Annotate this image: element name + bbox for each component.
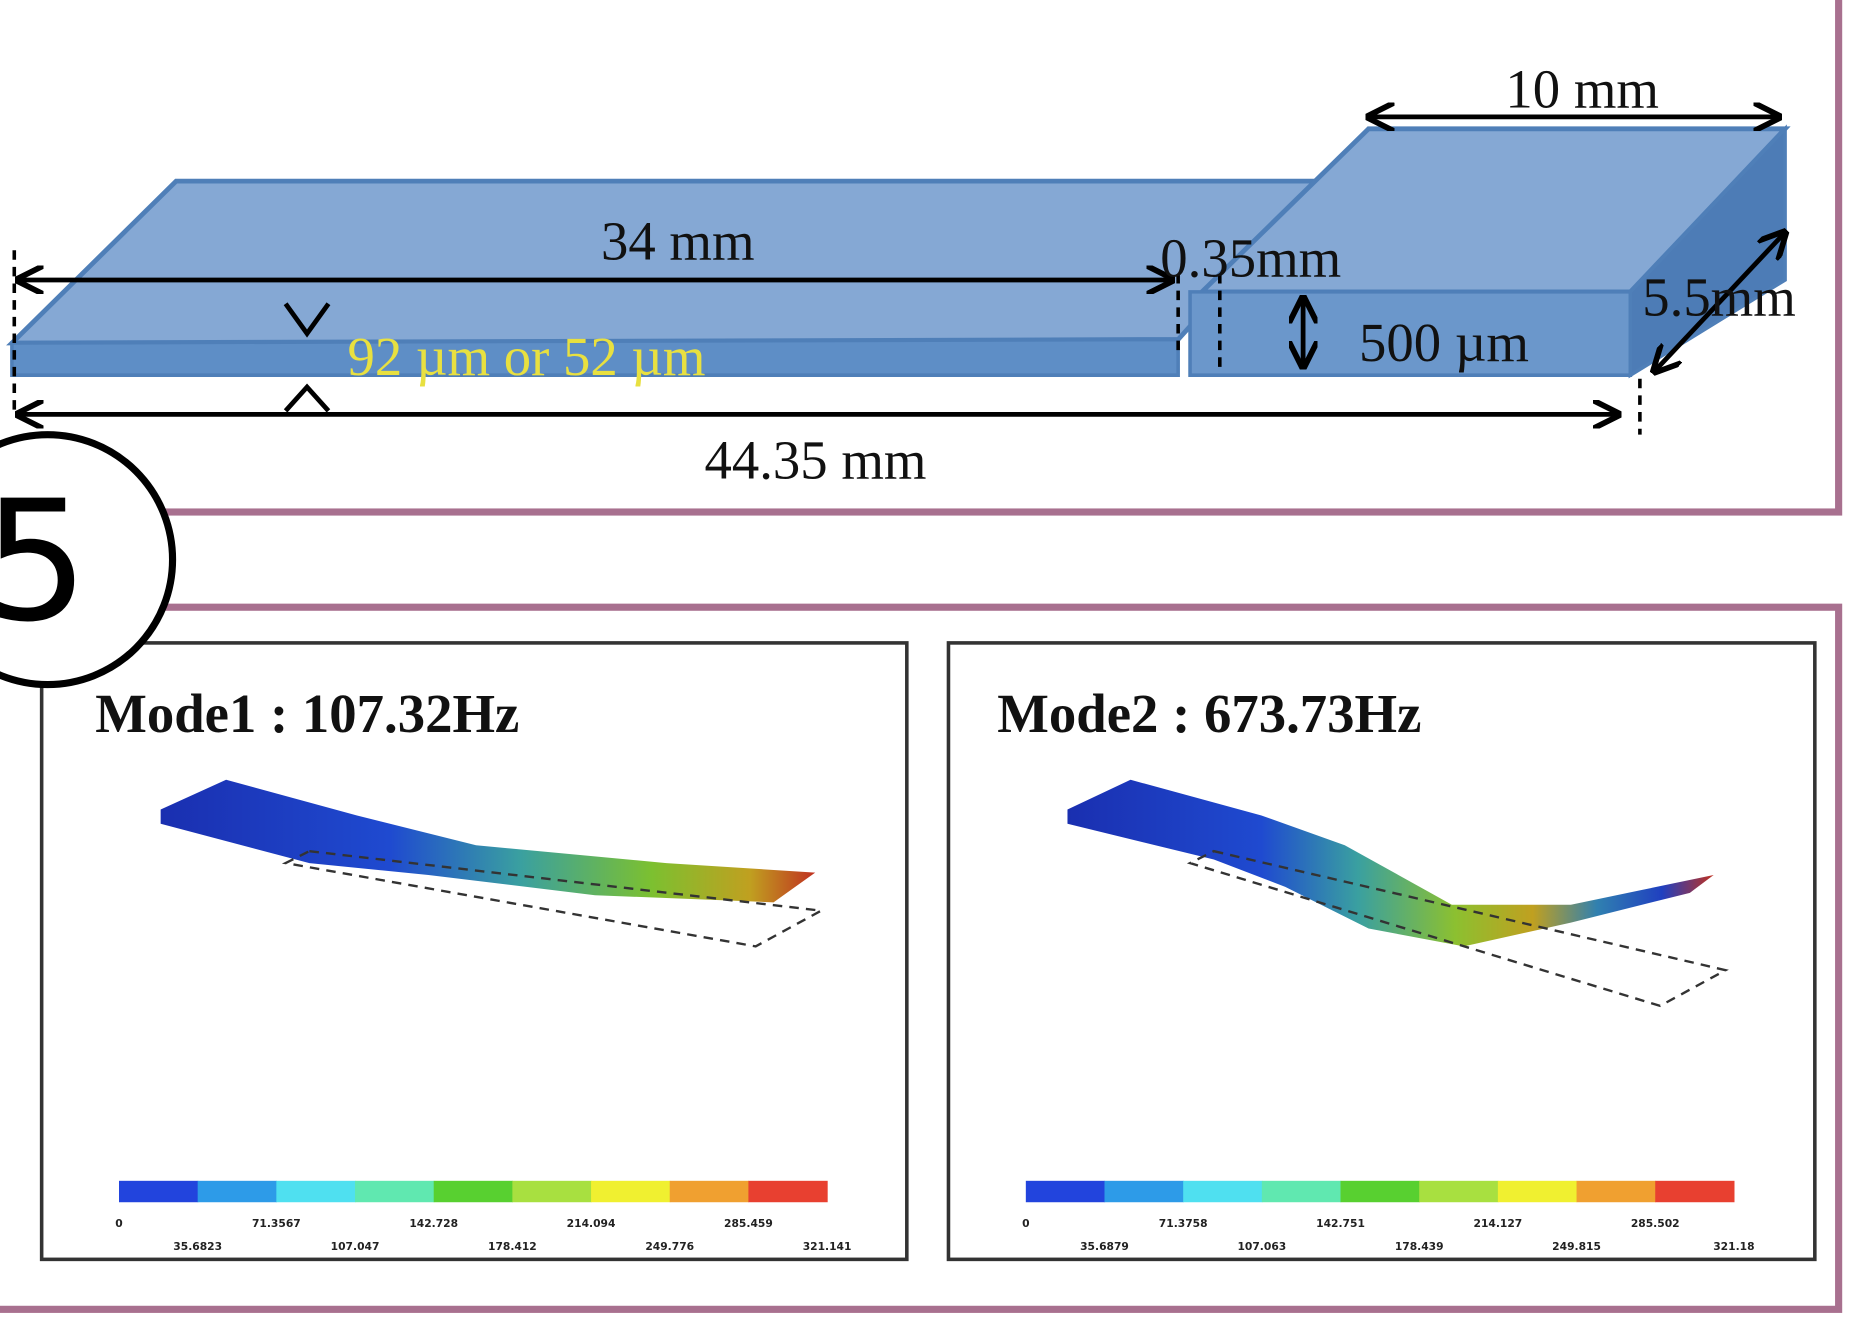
colorbar-label: 214.127 [1474, 1217, 1523, 1230]
colorbar-segment [1262, 1181, 1341, 1202]
colorbar-segment [591, 1181, 670, 1202]
colorbar-segment [1577, 1181, 1656, 1202]
colorbar-label: 107.063 [1237, 1240, 1286, 1253]
colorbar-label: 35.6879 [1080, 1240, 1129, 1253]
colorbar-segment [1498, 1181, 1577, 1202]
colorbar-label: 249.815 [1552, 1240, 1601, 1253]
dimension-label: 5.5mm [1642, 267, 1796, 328]
colorbar-segment [512, 1181, 591, 1202]
mode-title: Mode1 : 107.32Hz [95, 683, 519, 744]
colorbar-label: 35.6823 [173, 1240, 222, 1253]
colorbar-label: 285.502 [1631, 1217, 1680, 1230]
figure: 34 mm 10 mm 0.35mm 5.5mm 92 µm or 52 µm … [0, 0, 1866, 1337]
colorbar-segment [670, 1181, 749, 1202]
colorbar-label: 321.141 [803, 1240, 852, 1253]
page: 34 mm 10 mm 0.35mm 5.5mm 92 µm or 52 µm … [0, 0, 1866, 1337]
dimension-label: 500 µm [1359, 312, 1529, 373]
colorbar-label: 178.412 [488, 1240, 537, 1253]
mode-title: Mode2 : 673.73Hz [997, 683, 1421, 744]
dimension-label: 34 mm [601, 211, 755, 272]
dimension-label: 92 µm or 52 µm [347, 326, 705, 387]
colorbar-segment [434, 1181, 513, 1202]
colorbar-label: 249.776 [645, 1240, 694, 1253]
colorbar-label: 107.047 [331, 1240, 380, 1253]
dimension-label: 0.35mm [1160, 227, 1341, 288]
colorbar-segment [1341, 1181, 1420, 1202]
colorbar-segment [1655, 1181, 1734, 1202]
colorbar-segment [355, 1181, 434, 1202]
dimension-label: 10 mm [1505, 58, 1659, 119]
badge-number: 5 [0, 465, 89, 659]
colorbar-segment [198, 1181, 277, 1202]
colorbar-label: 142.728 [409, 1217, 458, 1230]
colorbar-label: 0 [1022, 1217, 1029, 1230]
dimension-label: 44.35 mm [705, 430, 927, 491]
colorbar-segment [1419, 1181, 1498, 1202]
colorbar-segment [276, 1181, 355, 1202]
colorbar-segment [1104, 1181, 1183, 1202]
colorbar-label: 142.751 [1316, 1217, 1365, 1230]
colorbar-label: 214.094 [567, 1217, 616, 1230]
colorbar-segment [119, 1181, 198, 1202]
colorbar-label: 71.3567 [252, 1217, 301, 1230]
colorbar-label: 71.3758 [1159, 1217, 1208, 1230]
colorbar-segment [748, 1181, 827, 1202]
colorbar-label: 321.18 [1713, 1240, 1754, 1253]
colorbar-label: 285.459 [724, 1217, 773, 1230]
colorbar-label: 0 [115, 1217, 122, 1230]
colorbar-label: 178.439 [1395, 1240, 1444, 1253]
colorbar-segment [1183, 1181, 1262, 1202]
colorbar-segment [1026, 1181, 1105, 1202]
